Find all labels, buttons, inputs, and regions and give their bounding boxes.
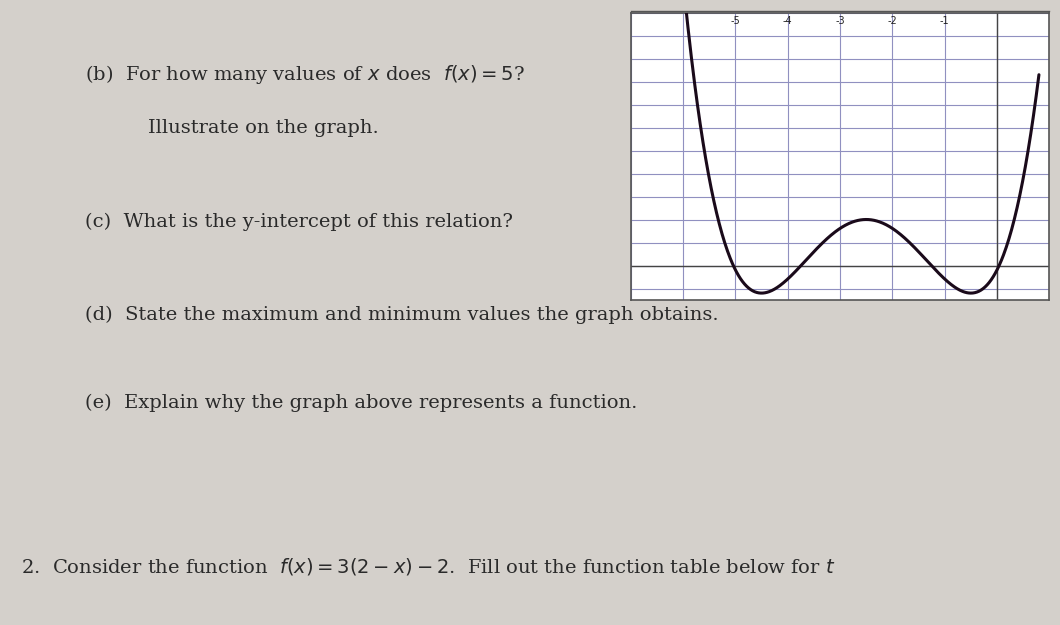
Text: (d)  State the maximum and minimum values the graph obtains.: (d) State the maximum and minimum values… [85,306,719,324]
Text: -5: -5 [730,16,740,26]
Text: (b)  For how many values of $x$ does  $f(x)=5$?: (b) For how many values of $x$ does $f(x… [85,62,525,86]
Text: (e)  Explain why the graph above represents a function.: (e) Explain why the graph above represen… [85,394,637,412]
Text: 2.  Consider the function  $f(x)=3(2-x)-2$.  Fill out the function table below f: 2. Consider the function $f(x)=3(2-x)-2$… [21,556,835,578]
Text: Illustrate on the graph.: Illustrate on the graph. [148,119,379,137]
Text: -3: -3 [835,16,845,26]
Text: -1: -1 [940,16,950,26]
Text: -4: -4 [783,16,793,26]
Text: -2: -2 [887,16,897,26]
Text: (c)  What is the y-intercept of this relation?: (c) What is the y-intercept of this rela… [85,213,513,231]
